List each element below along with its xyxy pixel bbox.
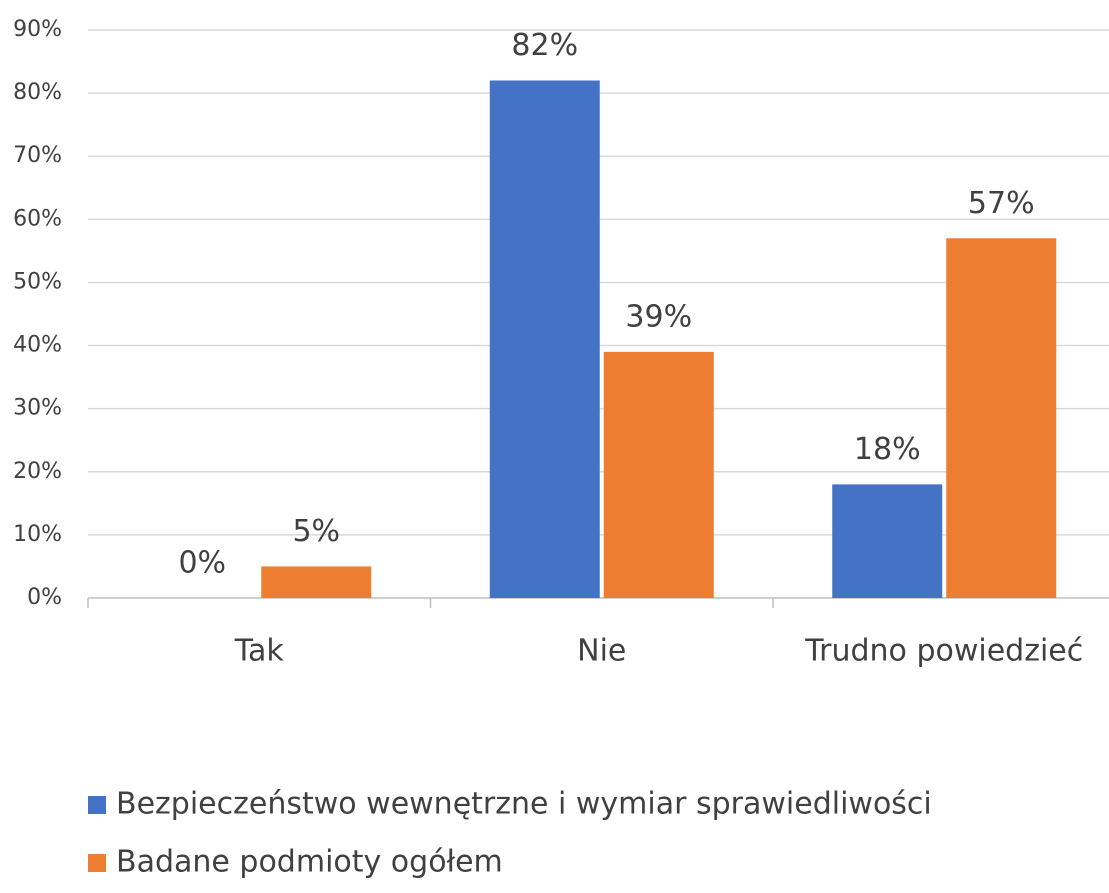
x-tick-label: Tak [234,634,285,669]
y-tick-label: 50% [13,269,62,294]
x-tick-label: Nie [577,634,626,669]
legend-label: Bezpieczeństwo wewnętrzne i wymiar spraw… [116,787,932,822]
bar [946,238,1057,598]
bar [603,351,714,598]
y-tick-label: 20% [13,459,62,484]
data-label: 39% [625,299,692,334]
y-tick-label: 30% [13,396,62,421]
data-label: 5% [292,514,340,549]
y-tick-label: 40% [13,333,62,358]
y-tick-label: 0% [27,585,62,610]
legend-label: Badane podmioty ogółem [116,845,503,880]
data-label: 18% [854,432,921,467]
bar [261,566,372,598]
data-label: 82% [511,28,578,63]
x-tick-label: Trudno powiedzieć [804,634,1083,669]
bar [832,484,943,598]
data-label: 0% [178,546,226,581]
bar [489,80,600,598]
y-tick-label: 60% [13,206,62,231]
data-label: 57% [968,186,1035,221]
legend-swatch [88,796,106,814]
y-tick-label: 90% [13,17,62,42]
y-tick-label: 80% [13,80,62,105]
y-tick-label: 70% [13,143,62,168]
legend-swatch [88,854,106,872]
y-tick-label: 10% [13,522,62,547]
